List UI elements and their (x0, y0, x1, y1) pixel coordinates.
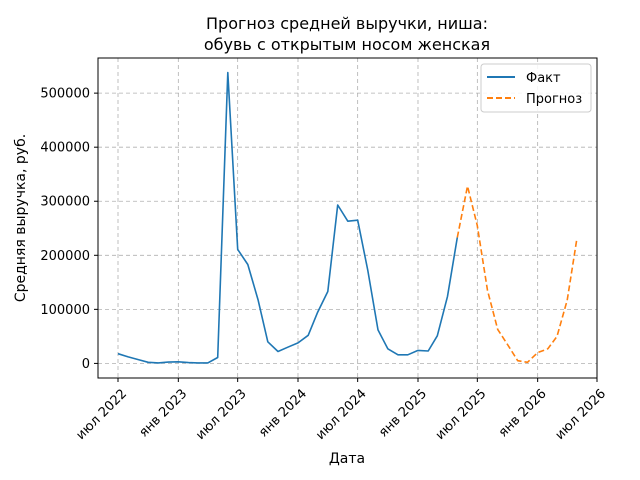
y-tick-label: 300000 (40, 195, 90, 210)
legend-label-fact: Факт (526, 71, 561, 86)
plot-frame (97, 57, 598, 379)
x-axis-ticks: июл 2022 янв 2023 июл 2023 янв 2024 июл 2024… (74, 378, 610, 443)
y-tick-label: 100000 (40, 303, 90, 318)
legend-label-forecast: Прогноз (526, 92, 582, 107)
x-tick-label: янв 2026 (496, 386, 550, 440)
y-tick-label: 400000 (40, 141, 90, 156)
x-tick-label: янв 2024 (256, 386, 310, 440)
series-line-forecast (456, 185, 578, 364)
x-tick-label: июл 2025 (433, 386, 490, 443)
x-tick-label: янв 2023 (136, 386, 190, 440)
x-tick-label: июл 2024 (313, 386, 370, 443)
series-line-fact (117, 71, 459, 364)
x-tick-label: июл 2022 (74, 386, 131, 443)
series-layer (117, 71, 578, 364)
x-tick-label: июл 2023 (193, 386, 250, 443)
x-tick-label: янв 2025 (376, 386, 430, 440)
x-axis-label: Дата (329, 451, 365, 467)
y-tick-label: 500000 (40, 87, 90, 102)
chart-title-line-2: обувь с открытым носом женская (204, 35, 490, 54)
chart-title-line-1: Прогноз средней выручки, ниша: (206, 14, 488, 33)
y-axis-label: Средняя выручка, руб. (13, 134, 29, 302)
y-tick-label: 0 (82, 357, 90, 372)
x-tick-label: июл 2026 (553, 386, 610, 443)
y-tick-label: 200000 (40, 249, 90, 264)
legend: Факт Прогноз (480, 63, 592, 113)
y-axis-ticks: 0 100000 200000 300000 400000 500000 (40, 87, 98, 372)
grid-lines (98, 58, 598, 378)
